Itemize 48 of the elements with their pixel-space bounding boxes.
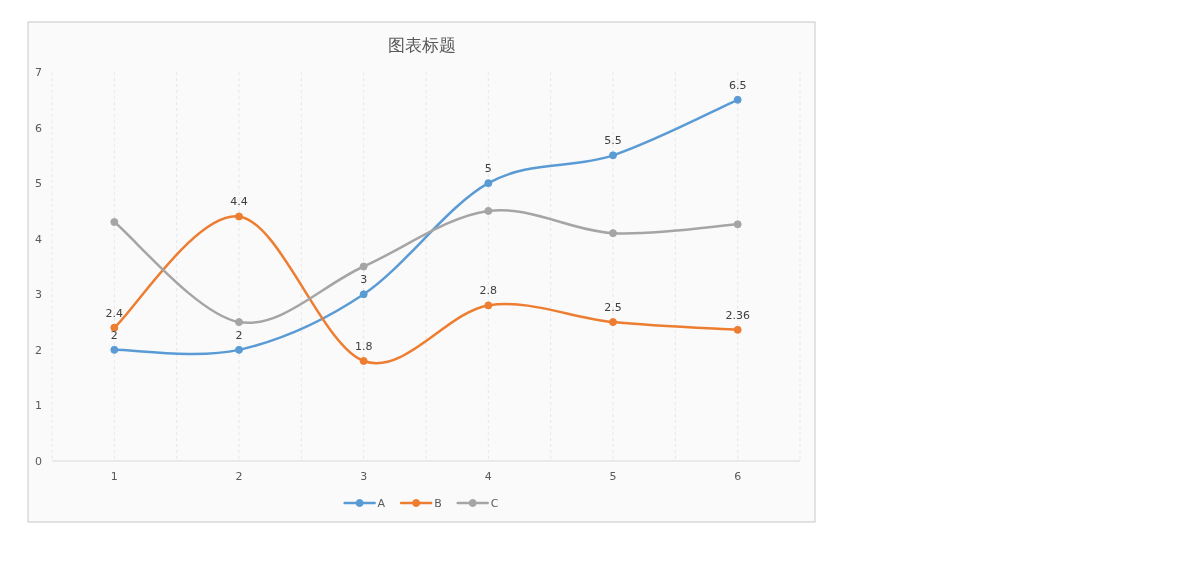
x-tick-label: 5 bbox=[609, 470, 617, 483]
x-tick-label: 1 bbox=[110, 470, 118, 483]
x-tick-label: 3 bbox=[360, 470, 368, 483]
point bbox=[484, 179, 493, 188]
point bbox=[235, 345, 243, 354]
point bbox=[110, 218, 119, 227]
x-tick-label: 6 bbox=[734, 470, 742, 483]
point bbox=[609, 229, 617, 238]
y-tick-label: 1 bbox=[35, 399, 42, 413]
point bbox=[733, 325, 742, 334]
chart-title: 图表标题 bbox=[387, 35, 456, 55]
data-label: 2.5 bbox=[604, 301, 622, 315]
data-label: 2.36 bbox=[725, 308, 750, 322]
point bbox=[733, 95, 742, 104]
y-tick-label: 2 bbox=[35, 343, 42, 357]
point bbox=[235, 212, 243, 221]
y-tick-label: 6 bbox=[35, 121, 42, 135]
data-label: 2 bbox=[235, 328, 243, 342]
y-tick-label: 3 bbox=[35, 288, 42, 302]
point bbox=[235, 318, 243, 327]
data-label: 2 bbox=[110, 328, 118, 342]
point bbox=[359, 290, 368, 299]
y-tick-label: 7 bbox=[35, 66, 42, 79]
point bbox=[484, 206, 493, 215]
data-label: 6.5 bbox=[728, 78, 747, 92]
data-label: 2.4 bbox=[105, 306, 124, 320]
data-label: 1.8 bbox=[354, 339, 373, 353]
data-label: 5.5 bbox=[604, 134, 622, 148]
legend-label: A bbox=[377, 497, 386, 510]
point bbox=[609, 151, 617, 160]
point bbox=[110, 345, 119, 354]
data-label: 3 bbox=[360, 273, 368, 287]
y-tick-label: 5 bbox=[35, 177, 42, 191]
legend-label: C bbox=[490, 497, 499, 510]
data-label: 4.4 bbox=[230, 195, 248, 209]
x-tick-label: 2 bbox=[235, 470, 243, 483]
point bbox=[359, 262, 368, 271]
point bbox=[110, 323, 119, 332]
legend-label: B bbox=[434, 497, 442, 510]
point bbox=[359, 356, 368, 365]
point bbox=[484, 301, 493, 310]
data-label: 5 bbox=[484, 162, 492, 176]
point bbox=[733, 220, 742, 229]
y-tick-label: 4 bbox=[35, 232, 42, 246]
x-tick-label: 4 bbox=[484, 470, 492, 483]
data-label: 2.8 bbox=[479, 284, 498, 298]
point bbox=[609, 318, 617, 327]
y-tick-label: 0 bbox=[35, 455, 42, 468]
